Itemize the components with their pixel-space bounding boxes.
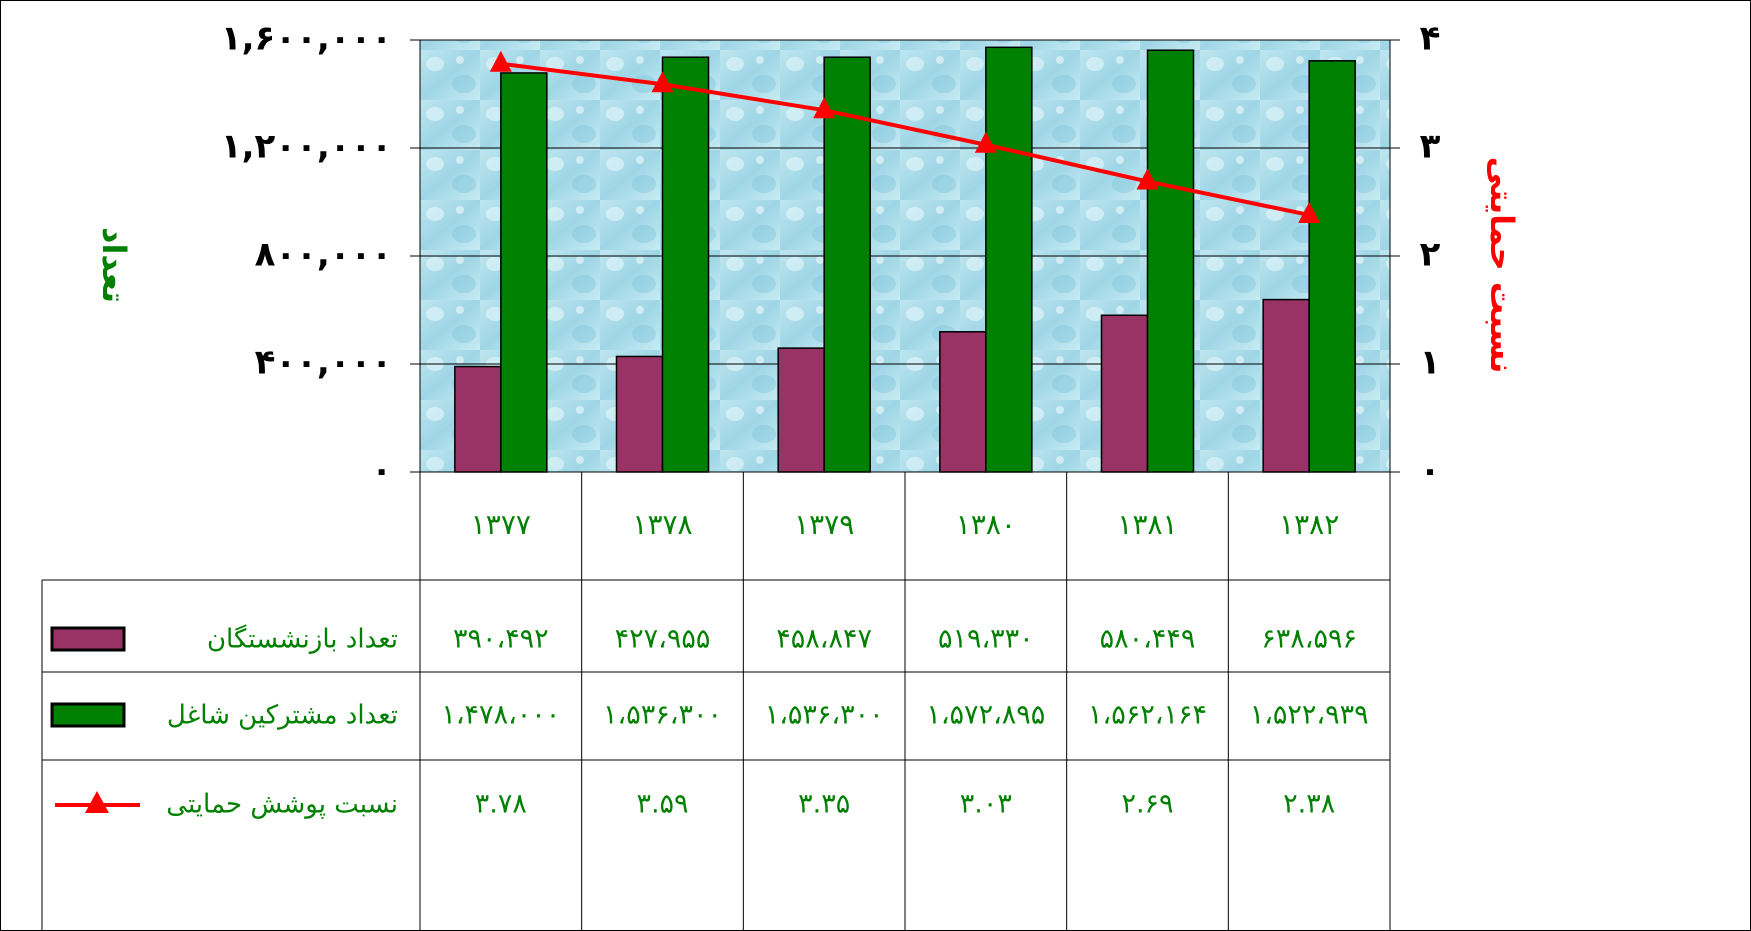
y-axis-label: تعداد (95, 227, 133, 303)
data-label: ۳۹۰،۴۹۲ (453, 624, 549, 655)
line-marker (1298, 201, 1321, 223)
bar (777, 347, 825, 473)
x-tick-label: ۱۳۸۰ (956, 508, 1016, 541)
bar (500, 72, 548, 473)
data-label: ۳.۷۸ (475, 789, 527, 820)
bar (823, 56, 871, 473)
bar (1262, 298, 1310, 473)
bar (615, 355, 664, 473)
data-label: ۱،۵۳۶،۳۰۰ (603, 700, 722, 731)
y-tick-label: ۰ (371, 451, 392, 491)
bar (1146, 49, 1195, 473)
data-label: ۲.۳۸ (1283, 789, 1335, 820)
data-label: ۵۸۰،۴۴۹ (1100, 624, 1196, 655)
line-marker (974, 131, 997, 153)
y-tick-label: ۴۰۰,۰۰۰ (255, 343, 392, 383)
line-marker (813, 97, 836, 119)
bar (985, 46, 1033, 473)
line-marker (489, 50, 512, 72)
bar (661, 56, 710, 473)
x-tick-label: ۱۳۷۹ (794, 508, 854, 541)
y2-axis-label: نسبت حمایتی (1483, 157, 1521, 374)
bar (454, 365, 502, 473)
x-tick-label: ۱۳۸۲ (1279, 508, 1339, 541)
data-label: ۱،۵۲۲،۹۳۹ (1250, 700, 1369, 731)
data-label: ۳.۳۵ (798, 789, 850, 820)
data-label: ۱،۵۷۲،۸۹۵ (926, 700, 1045, 731)
legend-label: تعداد مشترکین شاغل (167, 701, 398, 731)
y-tick-label: ۸۰۰,۰۰۰ (255, 235, 392, 275)
x-tick-label: ۱۳۷۸ (632, 508, 692, 541)
y2-tick-label: ۲ (1420, 235, 1441, 275)
line (500, 61, 1310, 217)
legend-label: نسبت پوشش حمایتی (166, 790, 398, 820)
data-label: ۱،۴۷۸،۰۰۰ (441, 700, 560, 731)
marks: ۰ ۴۰۰,۰۰۰ ۸۰۰,۰۰۰ ۱,۲۰۰,۰۰۰ ۱,۶۰۰,۰۰۰ ۰ ۱ ۲ ۳ ۴ ۱۳… (41, 19, 1441, 931)
data-label: ۶۳۸،۵۹۶ (1261, 624, 1357, 655)
legend-marker (85, 791, 109, 813)
x-tick-label: ۱۳۷۷ (471, 508, 531, 541)
line-marker (1136, 168, 1159, 190)
y-tick-label: ۱,۶۰۰,۰۰۰ (221, 19, 392, 59)
data-label: ۵۱۹،۳۳۰ (938, 624, 1034, 655)
y2-tick-label: ۴ (1420, 19, 1441, 59)
data-label: ۳.۵۹ (636, 789, 688, 820)
legend-swatch (50, 702, 126, 728)
data-label: ۳.۰۳ (960, 789, 1012, 820)
x-tick-label: ۱۳۸۱ (1117, 508, 1177, 541)
bar (1100, 314, 1149, 473)
data-label: ۴۲۷،۹۵۵ (615, 624, 711, 655)
data-label: ۴۵۸،۸۴۷ (776, 624, 872, 655)
y2-tick-label: ۰ (1420, 451, 1441, 491)
data-label: ۱،۵۳۶،۳۰۰ (765, 700, 884, 731)
y2-tick-label: ۳ (1420, 127, 1441, 167)
legend-label: تعداد بازنشستگان (207, 624, 398, 655)
line-marker (651, 71, 674, 93)
bar (1308, 60, 1356, 473)
y2-tick-label: ۱ (1420, 343, 1441, 383)
data-label: ۲.۶۹ (1121, 789, 1173, 820)
data-label: ۱،۵۶۲،۱۶۴ (1088, 700, 1207, 731)
y-tick-label: ۱,۲۰۰,۰۰۰ (221, 127, 392, 167)
legend-swatch (50, 626, 126, 652)
bar (939, 331, 987, 473)
